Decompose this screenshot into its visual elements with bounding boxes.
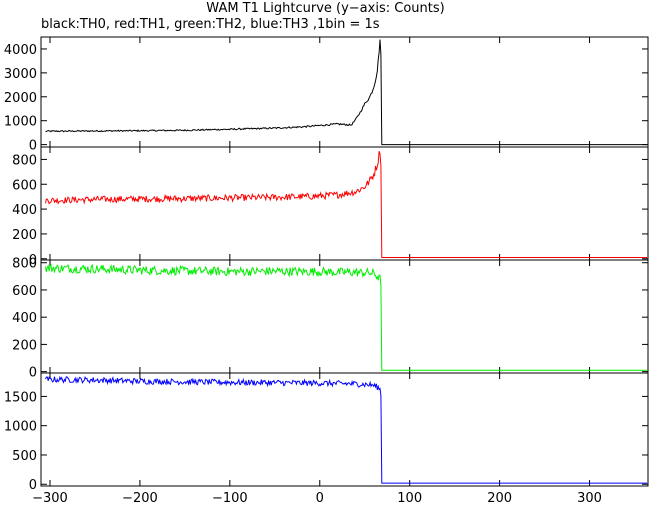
x-tick-label: −100: [212, 491, 248, 505]
x-tick-label: 200: [487, 491, 512, 505]
y-tick-label: 200: [12, 338, 37, 353]
y-tick-label: 0: [29, 253, 37, 268]
x-tick-label: 100: [397, 491, 422, 505]
y-tick-label: 0: [29, 478, 37, 493]
y-tick-label: 2000: [4, 91, 37, 106]
series-line-th1: [45, 151, 648, 258]
y-tick-label: 800: [12, 257, 37, 272]
series-line-th0: [45, 39, 648, 146]
panel-frame: [40, 259, 649, 374]
panel-th1: 0 200 400 600 800: [12, 146, 649, 268]
series-line-th2: [45, 262, 648, 371]
y-tick-label: 600: [12, 284, 37, 299]
y-tick-label: 600: [12, 178, 37, 193]
x-tick-label: 300: [577, 491, 602, 505]
panels-group: 0100020003000400002004006008000200400600…: [4, 36, 649, 493]
y-tick-label: 1500: [4, 390, 37, 405]
y-tick-label: 1000: [4, 115, 37, 130]
y-tick-label: 200: [12, 228, 37, 243]
y-tick-label: 500: [12, 449, 37, 464]
panel-frame: [40, 146, 649, 261]
chart-title: WAM T1 Lightcurve (y−axis: Counts): [206, 1, 445, 16]
y-tick-label: 3000: [4, 67, 37, 82]
series-line-th3: [45, 375, 648, 484]
y-tick-label: 0: [29, 366, 37, 381]
panel-th2: 0 200 400 600 800: [12, 257, 649, 381]
x-tick-label: 0: [316, 491, 324, 505]
y-tick-label: 4000: [4, 43, 37, 58]
y-tick-label: 400: [12, 311, 37, 326]
y-tick-label: 800: [12, 153, 37, 168]
y-tick-label: 1000: [4, 420, 37, 435]
panel-th0: 0 1000 2000 3000 4000: [4, 36, 649, 154]
panel-th3: 0 500 1000 1500: [4, 372, 649, 493]
x-axis: −300 −200 −100 0 100 200 300: [32, 491, 602, 505]
x-tick-label: −300: [32, 491, 68, 505]
chart-subtitle: black:TH0, red:TH1, green:TH2, blue:TH3 …: [41, 17, 380, 32]
y-tick-label: 400: [12, 203, 37, 218]
x-tick-label: −200: [122, 491, 158, 505]
y-tick-label: 0: [29, 139, 37, 154]
panel-frame: [40, 372, 649, 487]
